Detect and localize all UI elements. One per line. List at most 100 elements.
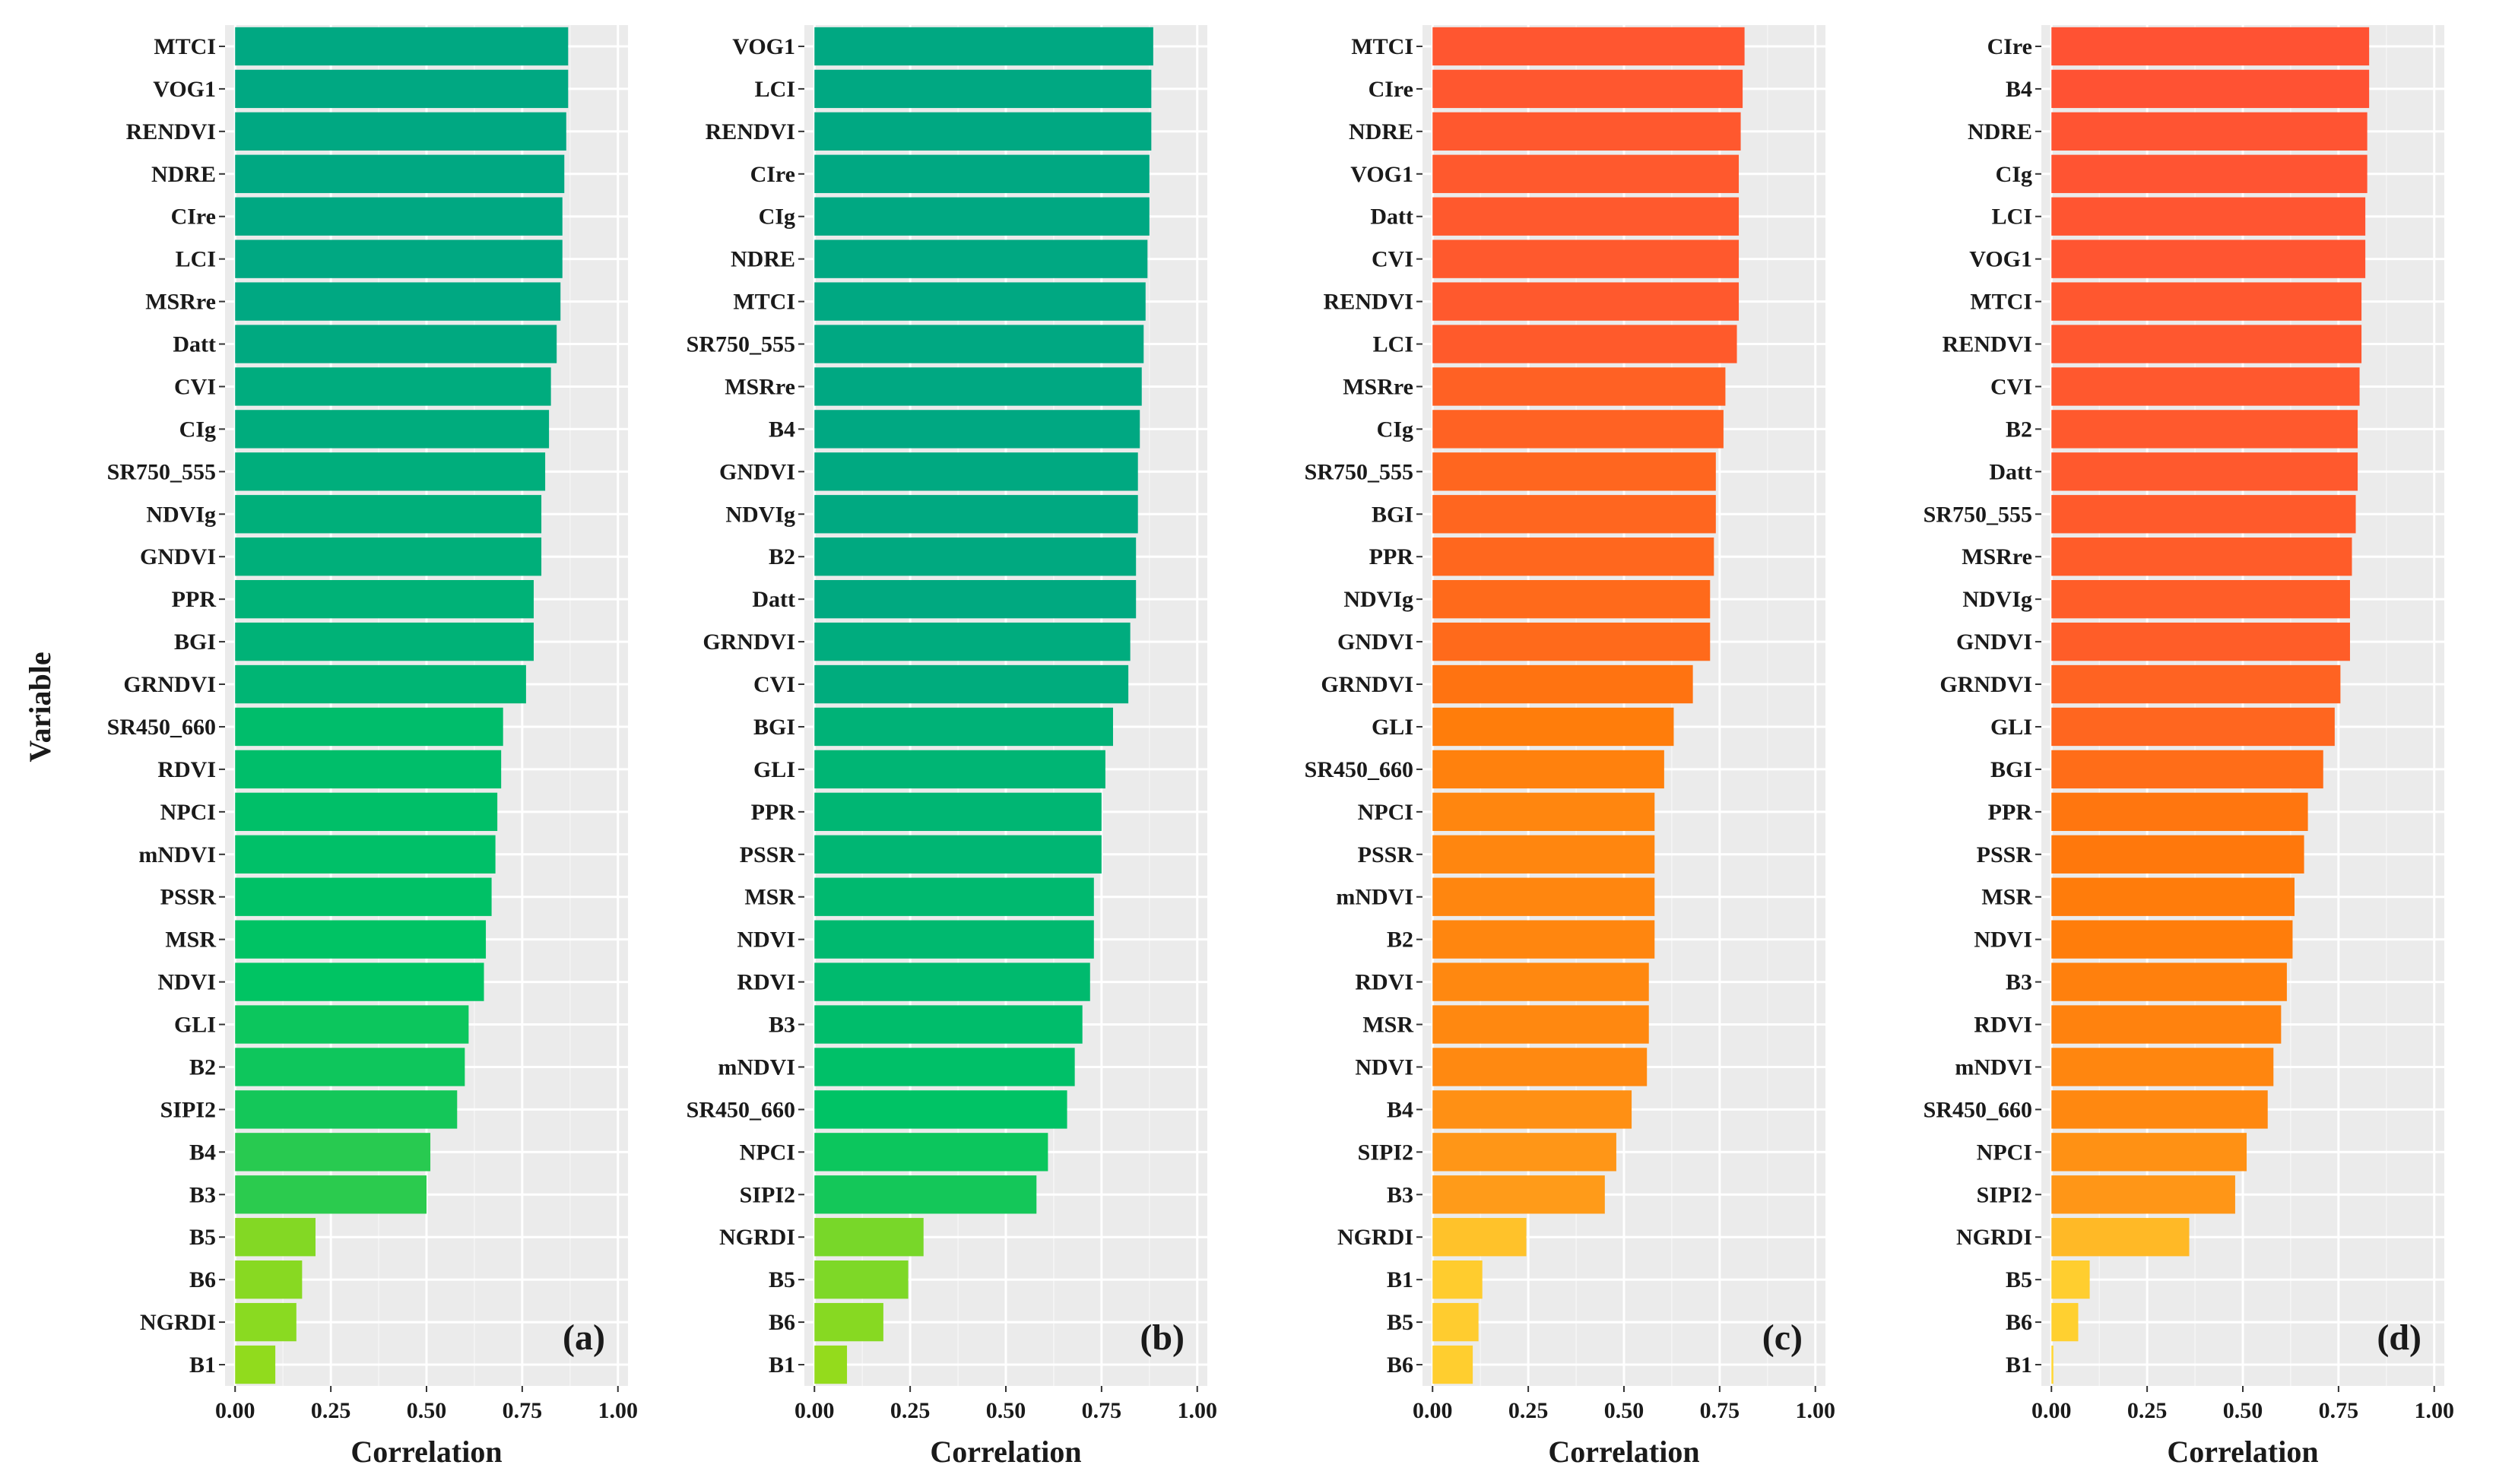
bar-mNDVI [814, 1048, 1075, 1086]
panels-container: 0.00 0.25 0.50 0.75 1.00 MTCI VOG1 RENDVI NDRE CI… [107, 25, 2454, 1469]
bar-NDRE [2051, 112, 2368, 151]
bar-MSRre [814, 367, 1142, 406]
y-tick-label: PSSR [160, 885, 217, 910]
bar-CIre [1432, 69, 1743, 109]
y-tick-label: RDVI [737, 970, 795, 995]
bar-B5 [2051, 1260, 2090, 1299]
bar-LCI [235, 239, 563, 278]
y-tick-label: MSRre [1962, 544, 2032, 569]
bar-SR750_555 [1432, 452, 1716, 491]
bar-B5 [1432, 1302, 1479, 1342]
y-tick-label: B4 [189, 1140, 216, 1165]
y-tick-label: NDVI [157, 970, 216, 995]
bar-BGI [1432, 495, 1716, 534]
y-tick-label: B4 [1387, 1097, 1413, 1122]
bar-Datt [814, 579, 1137, 619]
bar-PSSR [235, 877, 492, 916]
y-tick-label: mNDVI [1336, 885, 1413, 910]
y-tick-label: MTCI [733, 290, 795, 315]
bar-PPR [1432, 537, 1714, 576]
bar-RDVI [2051, 1005, 2282, 1044]
y-tick-label: CVI [753, 672, 795, 697]
y-tick-label: B5 [189, 1225, 216, 1250]
bar-MSRre [2051, 537, 2352, 576]
x-tick-label: 0.00 [215, 1398, 255, 1423]
bar-SIPI2 [2051, 1175, 2235, 1214]
y-tick-label: CIg [1996, 162, 2032, 187]
x-axis-title: Correlation [1548, 1435, 1699, 1469]
y-tick-label: SIPI2 [160, 1097, 216, 1122]
y-tick-label: LCI [1992, 205, 2032, 230]
bar-BGI [814, 707, 1113, 747]
bar-SR750_555 [814, 325, 1144, 363]
y-tick-label: SIPI2 [1977, 1182, 2032, 1207]
bar-GRNDVI [235, 664, 526, 704]
y-tick-label: RENDVI [1943, 332, 2032, 357]
y-tick-label: LCI [176, 247, 216, 272]
y-tick-label: SR450_660 [1924, 1097, 2032, 1122]
y-tick-label: B5 [1387, 1310, 1413, 1335]
y-tick-label: BGI [174, 629, 216, 655]
bar-CIre [2051, 27, 2370, 66]
y-tick-label: Datt [1370, 205, 1413, 230]
bar-MSR [235, 920, 487, 959]
panel-label: (b) [1140, 1318, 1185, 1358]
y-tick-label: MSR [1981, 885, 2032, 910]
y-tick-label: NDRE [151, 162, 216, 187]
y-tick-label: LCI [755, 77, 795, 102]
bar-LCI [2051, 197, 2366, 236]
y-tick-label: SR750_555 [107, 459, 216, 484]
bar-CIre [235, 197, 563, 236]
bar-PPR [2051, 792, 2308, 832]
y-tick-label: SR450_660 [107, 715, 216, 740]
y-tick-label: mNDVI [718, 1054, 795, 1080]
bar-MSR [2051, 877, 2295, 916]
x-tick-label: 0.75 [503, 1398, 543, 1423]
bar-Datt [235, 325, 557, 363]
y-tick-label: BGI [1990, 757, 2032, 782]
bar-VOG1 [814, 27, 1153, 66]
chart-panel-4: 0.00 0.25 0.50 0.75 1.00 CIre B4 NDRE CIg LCI VOG1… [1924, 25, 2454, 1469]
bar-B6 [1432, 1345, 1473, 1384]
y-tick-label: GNDVI [1337, 629, 1413, 655]
x-tick-label: 1.00 [2415, 1398, 2455, 1423]
y-tick-label: SIPI2 [1358, 1140, 1413, 1165]
chart-panel-2: 0.00 0.25 0.50 0.75 1.00 VOG1 LCI RENDVI CIre CIg… [687, 25, 1217, 1469]
y-tick-label: B1 [189, 1352, 216, 1378]
y-tick-label: NGRDI [1956, 1225, 2032, 1250]
bar-mNDVI [2051, 1048, 2274, 1086]
y-tick-label: RDVI [157, 757, 216, 782]
y-tick-label: B5 [2006, 1267, 2032, 1292]
bar-RENDVI [235, 112, 566, 151]
bar-SIPI2 [814, 1175, 1037, 1214]
y-tick-label: GRNDVI [702, 629, 795, 655]
y-tick-label: SR750_555 [687, 332, 795, 357]
bar-GLI [1432, 707, 1674, 747]
bar-NPCI [1432, 792, 1655, 832]
bar-CIg [2051, 154, 2368, 193]
y-tick-label: CVI [1372, 247, 1413, 272]
y-tick-label: NPCI [160, 800, 216, 825]
bar-SR450_660 [235, 707, 503, 747]
bar-B3 [1432, 1175, 1605, 1214]
y-tick-label: CIg [1377, 417, 1413, 442]
bar-B2 [235, 1048, 465, 1086]
bar-MTCI [1432, 27, 1745, 66]
bar-VOG1 [2051, 239, 2366, 278]
y-tick-label: Datt [1989, 459, 2032, 484]
y-tick-label: VOG1 [1350, 162, 1413, 187]
y-tick-label: CIre [1987, 34, 2032, 59]
y-tick-label: GRNDVI [1939, 672, 2032, 697]
y-tick-label: CVI [1990, 374, 2032, 399]
bar-GRNDVI [2051, 664, 2341, 704]
x-axis-title: Correlation [350, 1435, 502, 1469]
bar-RENDVI [814, 112, 1152, 151]
y-tick-label: CIre [1369, 77, 1413, 102]
y-tick-label: PSSR [1358, 842, 1414, 867]
bar-B2 [814, 537, 1137, 576]
bar-MSR [814, 877, 1094, 916]
bar-BGI [235, 622, 534, 661]
y-tick-label: NPCI [740, 1140, 795, 1165]
bar-GNDVI [814, 452, 1138, 491]
